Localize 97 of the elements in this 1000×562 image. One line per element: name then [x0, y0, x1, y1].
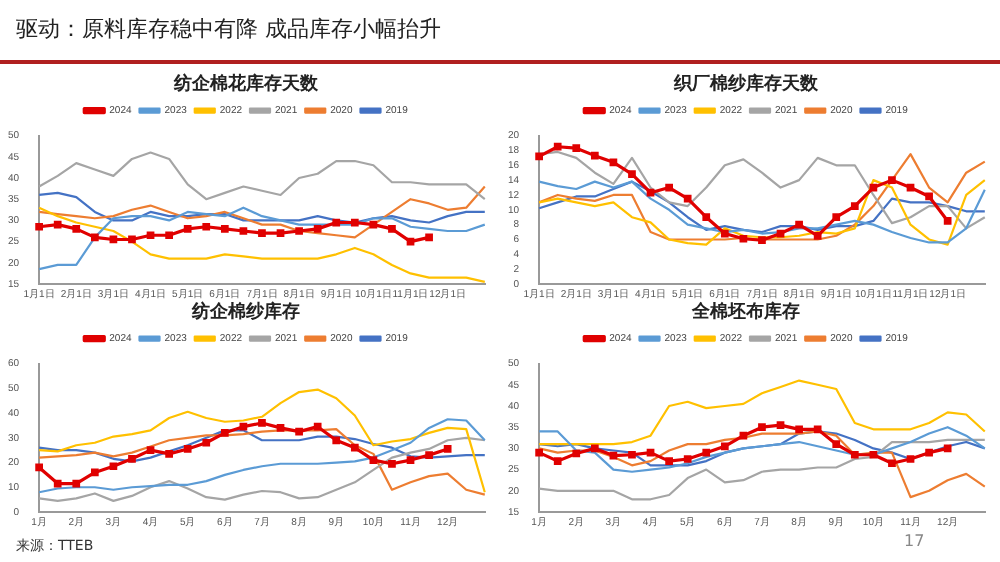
point: [943, 444, 952, 453]
point: [220, 428, 229, 437]
point: [276, 229, 285, 237]
point: [443, 445, 452, 453]
chart-title: 全棉坯布库存: [690, 301, 800, 324]
point: [665, 457, 673, 465]
point: [925, 448, 933, 457]
point: [553, 142, 562, 151]
point: [350, 218, 359, 227]
point: [590, 151, 599, 160]
point: [369, 220, 378, 229]
point: [813, 231, 822, 240]
point: [406, 237, 415, 246]
point: [128, 454, 136, 463]
point: [146, 231, 155, 240]
point: [665, 183, 673, 192]
point: [220, 225, 229, 233]
point: [683, 455, 692, 463]
chart-title: 纺企棉纱库存: [190, 301, 300, 324]
point: [702, 448, 711, 457]
point: [239, 227, 248, 235]
point: [72, 479, 81, 488]
point: [406, 456, 415, 464]
point: [128, 235, 136, 244]
point: [813, 425, 822, 434]
point: [202, 222, 211, 231]
point: [35, 463, 43, 472]
chart-title: 织厂棉纱库存天数: [672, 73, 820, 96]
point: [332, 436, 341, 445]
point: [906, 183, 915, 192]
point: [758, 236, 766, 245]
point: [720, 442, 729, 451]
point: [369, 456, 378, 464]
point: [109, 462, 118, 471]
point: [388, 225, 396, 233]
point: [295, 427, 303, 436]
point: [35, 222, 43, 231]
point: [609, 451, 618, 460]
point: [832, 440, 841, 449]
point: [146, 446, 155, 455]
point: [739, 431, 748, 440]
point: [165, 450, 173, 458]
point: [53, 479, 62, 488]
point: [925, 192, 933, 201]
point: [313, 422, 322, 431]
point: [258, 229, 266, 237]
point: [739, 234, 748, 243]
point: [869, 183, 878, 192]
point: [683, 194, 692, 203]
point: [553, 457, 562, 465]
point: [572, 144, 581, 153]
point: [535, 448, 543, 457]
point: [165, 231, 173, 240]
point: [572, 449, 581, 458]
point: [758, 423, 766, 432]
point: [53, 220, 62, 229]
point: [90, 233, 99, 242]
point: [888, 176, 896, 184]
point: [850, 202, 859, 210]
point: [906, 455, 915, 463]
point: [72, 225, 81, 233]
point: [276, 424, 285, 432]
point: [313, 225, 322, 233]
point: [702, 213, 711, 222]
point: [869, 450, 878, 459]
point: [832, 213, 841, 222]
point: [628, 170, 636, 179]
point: [109, 235, 118, 244]
point: [332, 218, 341, 227]
chart-title: 纺企棉花库存天数: [172, 73, 320, 96]
point: [350, 443, 359, 452]
point: [646, 188, 655, 197]
point: [425, 233, 433, 242]
point: [720, 229, 729, 238]
point: [590, 444, 599, 453]
point: [202, 438, 211, 447]
point: [239, 422, 248, 431]
point: [535, 152, 543, 161]
point: [183, 225, 192, 233]
point: [795, 425, 803, 434]
point: [628, 450, 636, 459]
point: [425, 451, 433, 459]
point: [258, 419, 266, 427]
point: [295, 227, 303, 235]
point: [776, 421, 785, 429]
point: [90, 468, 99, 477]
point: [888, 459, 896, 468]
point: [795, 220, 803, 229]
point: [183, 445, 192, 453]
point: [609, 158, 618, 167]
point: [943, 217, 952, 225]
point: [776, 229, 785, 238]
point: [646, 448, 655, 457]
text: 17: [904, 532, 925, 550]
text: 驱动：原料库存稳中有降 成品库存小幅抬升: [16, 14, 441, 44]
point: [388, 459, 396, 468]
point: [850, 450, 859, 459]
